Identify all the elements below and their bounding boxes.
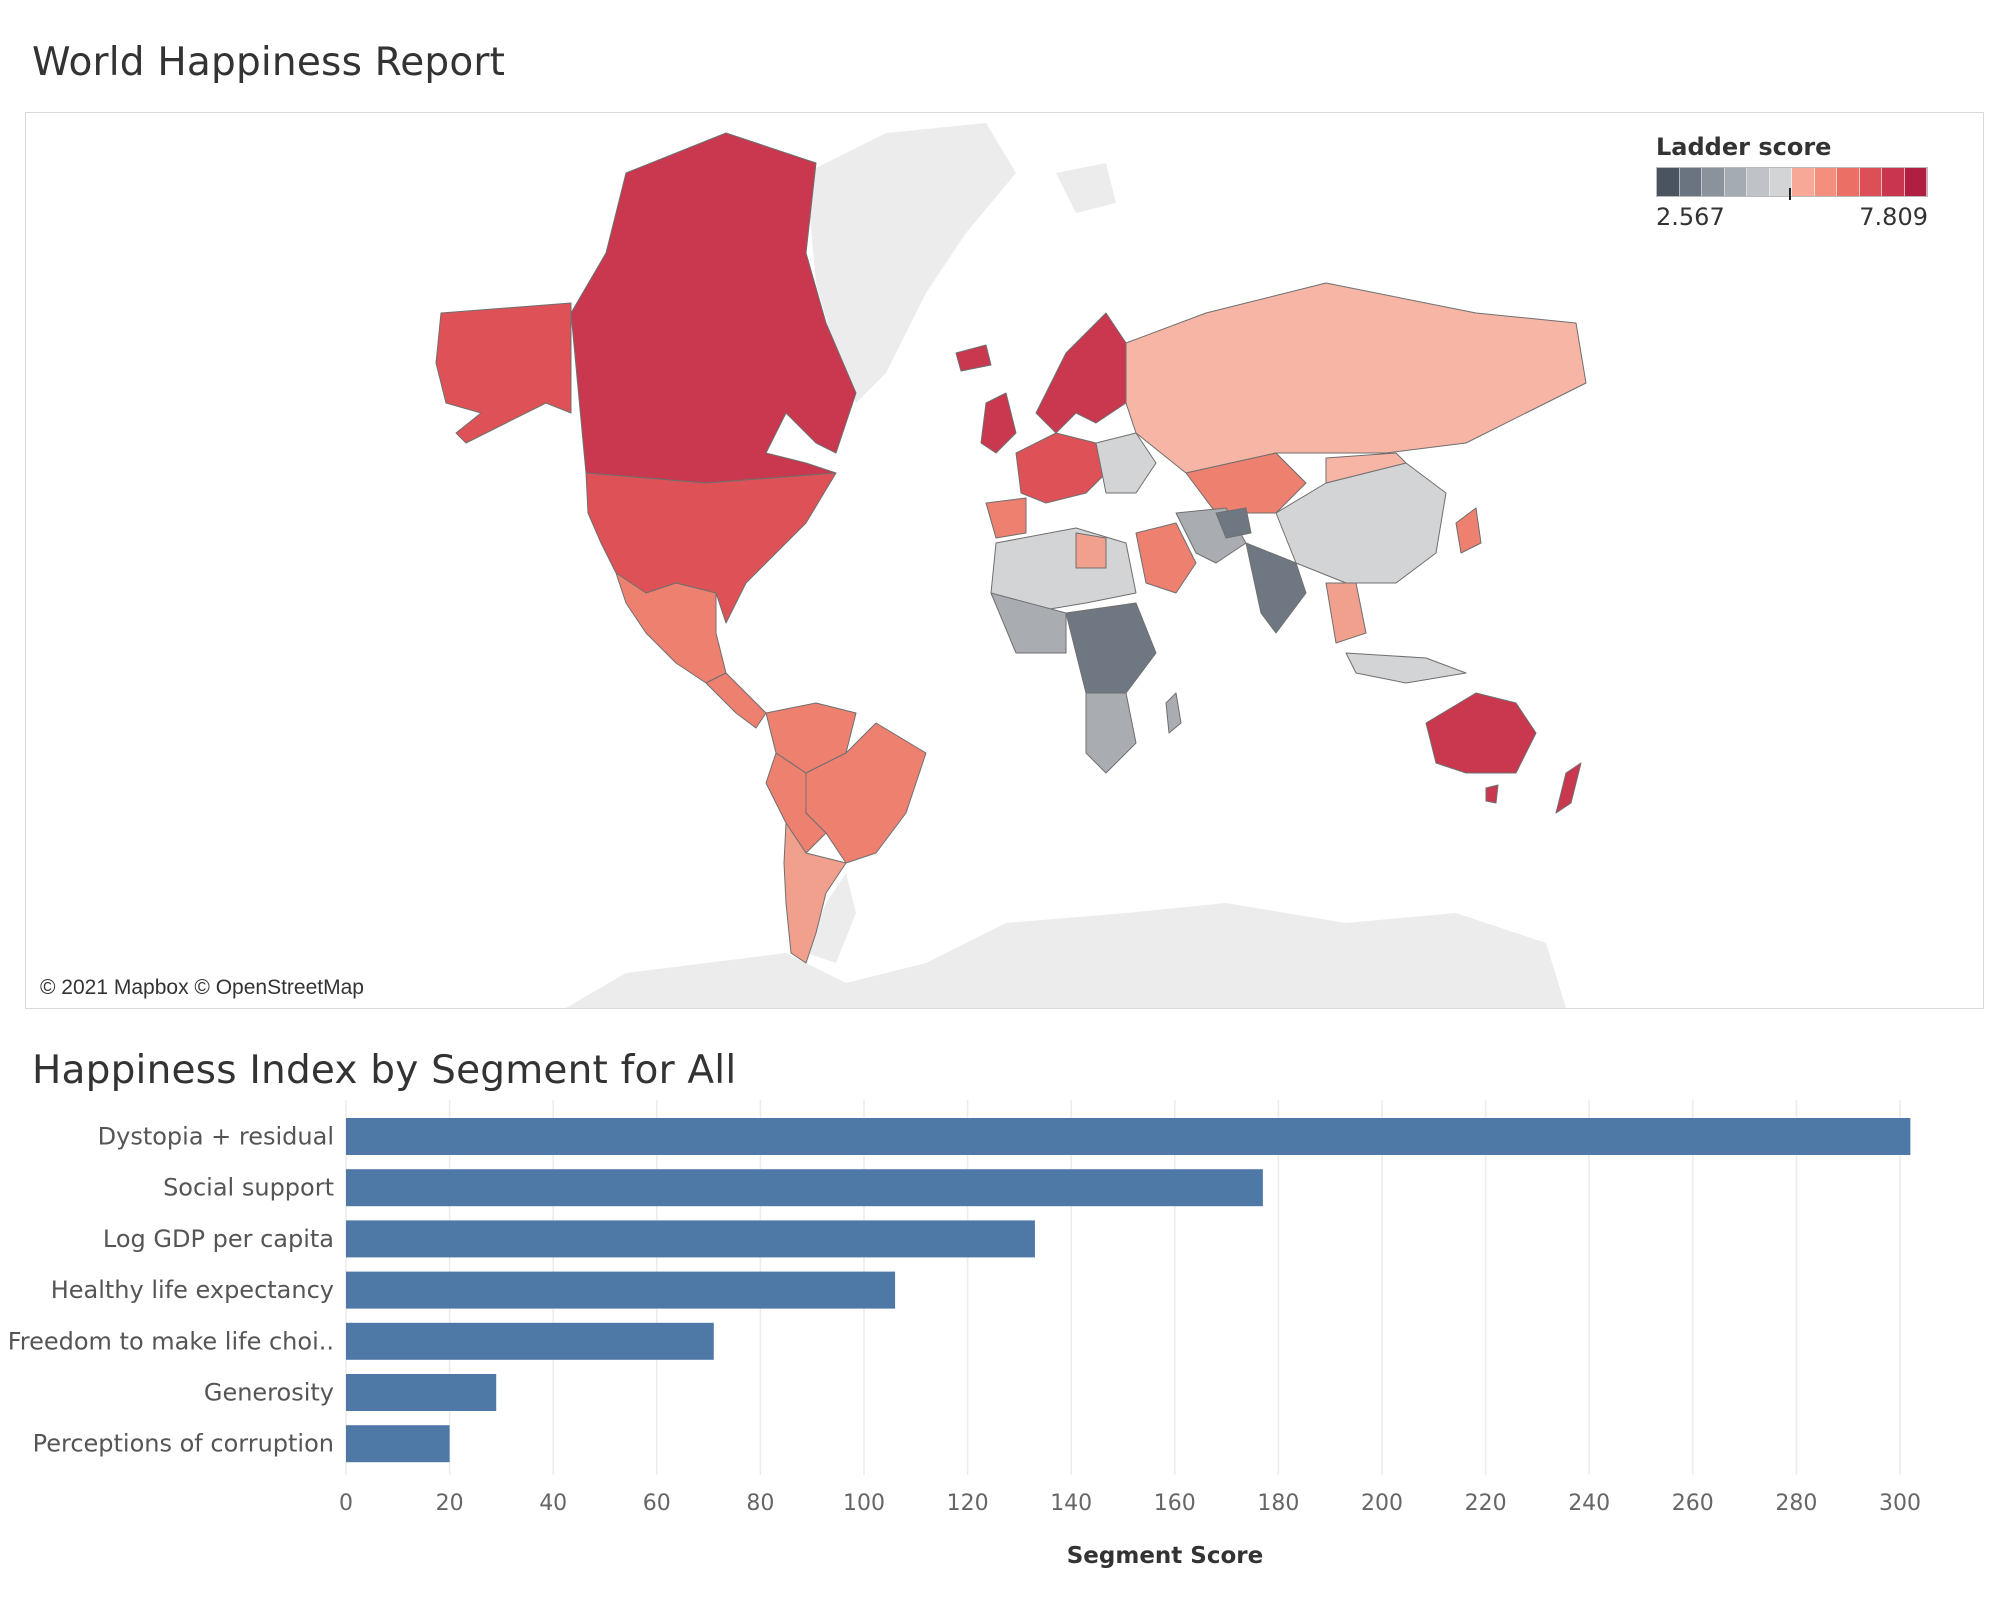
country-india xyxy=(1245,542,1307,634)
country-mongolia xyxy=(1325,452,1407,484)
x-tick-label: 240 xyxy=(1568,1491,1610,1516)
country-kazakhstan xyxy=(1185,452,1307,514)
category-label: Healthy life expectancy xyxy=(51,1276,334,1304)
antarctica-shape xyxy=(566,903,1566,1008)
country-australia xyxy=(1425,692,1537,774)
map-legend: Ladder score 2.567 7.809 xyxy=(1656,133,1956,231)
bar[interactable] xyxy=(346,1118,1911,1155)
legend-step xyxy=(1724,168,1747,196)
country-iceland xyxy=(955,344,992,372)
country-alaska xyxy=(435,302,572,444)
x-tick-label: 60 xyxy=(643,1491,671,1516)
x-tick-label: 40 xyxy=(539,1491,567,1516)
bar[interactable] xyxy=(346,1271,896,1309)
x-tick-label: 220 xyxy=(1465,1491,1507,1516)
bar[interactable] xyxy=(346,1425,450,1463)
antarctic-peninsula-shape xyxy=(806,873,856,963)
x-tick-label: 120 xyxy=(947,1491,989,1516)
country-southern-africa xyxy=(1085,692,1137,774)
world-map[interactable]: Ladder score 2.567 7.809 © 2021 Mapbox ©… xyxy=(25,112,1984,1009)
category-labels: Dystopia + residual Social support Log GDP… xyxy=(8,1123,334,1458)
map-title: World Happiness Report xyxy=(32,40,506,85)
legend-min-label: 2.567 xyxy=(1656,203,1725,231)
country-argentina-chile xyxy=(783,822,847,964)
bar-chart-title: Happiness Index by Segment for All xyxy=(32,1048,737,1093)
category-label: Log GDP per capita xyxy=(103,1225,334,1253)
country-russia xyxy=(1125,282,1587,474)
legend-step xyxy=(1657,168,1680,196)
bar[interactable] xyxy=(346,1374,497,1411)
x-tick-label: 160 xyxy=(1154,1491,1196,1516)
svalbard-shape xyxy=(1056,163,1116,213)
tick-labels: 0 20 40 60 80 100 120 140 160 180 200 220 240 260 280 3… xyxy=(339,1491,1921,1516)
x-tick-label: 200 xyxy=(1361,1491,1403,1516)
legend-color-ramp xyxy=(1656,167,1928,200)
country-usa xyxy=(585,472,837,624)
legend-step xyxy=(1882,168,1905,196)
x-axis-title: Segment Score xyxy=(1067,1543,1264,1569)
country-tasmania xyxy=(1485,784,1499,804)
legend-title: Ladder score xyxy=(1656,133,1832,161)
x-tick-label: 260 xyxy=(1672,1491,1714,1516)
legend-step xyxy=(1679,168,1702,196)
country-madagascar xyxy=(1165,692,1182,734)
country-central-africa xyxy=(1065,602,1157,694)
bar[interactable] xyxy=(346,1169,1263,1207)
bars xyxy=(346,1118,1911,1463)
country-iberia xyxy=(985,497,1027,539)
x-tick-label: 280 xyxy=(1775,1491,1817,1516)
legend-step xyxy=(1859,168,1882,196)
legend-max-label: 7.809 xyxy=(1859,203,1928,231)
choropleth-map[interactable] xyxy=(26,113,1983,1008)
country-afghanistan xyxy=(1215,507,1252,539)
bar[interactable] xyxy=(346,1322,714,1360)
country-nordics xyxy=(1035,312,1127,434)
category-label: Perceptions of corruption xyxy=(33,1430,334,1458)
greenland-shape xyxy=(806,123,1016,403)
legend-step xyxy=(1747,168,1770,196)
country-uk xyxy=(980,392,1017,454)
map-attribution[interactable]: © 2021 Mapbox © OpenStreetMap xyxy=(34,974,370,1002)
x-tick-label: 300 xyxy=(1879,1491,1921,1516)
x-tick-label: 80 xyxy=(746,1491,774,1516)
category-label: Generosity xyxy=(204,1379,334,1407)
country-middle-east xyxy=(1135,522,1197,594)
x-tick-label: 140 xyxy=(1050,1491,1092,1516)
legend-labels: 2.567 7.809 xyxy=(1656,203,1928,231)
legend-marker xyxy=(1789,188,1791,200)
country-west-africa xyxy=(990,592,1067,654)
legend-step xyxy=(1837,168,1860,196)
x-tick-label: 20 xyxy=(436,1491,464,1516)
country-japan xyxy=(1455,507,1482,554)
segment-bar-chart: Dystopia + residual Social support Log GDP… xyxy=(8,1100,1921,1569)
legend-step xyxy=(1814,168,1837,196)
country-western-europe xyxy=(1015,432,1107,504)
country-new-zealand xyxy=(1555,762,1582,814)
country-canada xyxy=(570,132,857,484)
legend-step xyxy=(1904,168,1927,196)
x-tick-label: 180 xyxy=(1257,1491,1299,1516)
category-label: Dystopia + residual xyxy=(98,1123,334,1151)
country-southeast-asia xyxy=(1325,582,1367,644)
legend-step xyxy=(1702,168,1725,196)
bar[interactable] xyxy=(346,1220,1035,1258)
country-peru-bolivia xyxy=(765,752,827,854)
category-label: Social support xyxy=(163,1174,334,1202)
legend-step xyxy=(1792,168,1815,196)
country-eastern-europe xyxy=(1095,432,1157,494)
legend-step xyxy=(1769,168,1792,196)
country-central-america xyxy=(705,672,767,729)
x-tick-label: 0 xyxy=(339,1491,353,1516)
x-tick-label: 100 xyxy=(843,1491,885,1516)
country-indonesia xyxy=(1345,652,1467,684)
country-libya xyxy=(1075,532,1107,569)
category-label: Freedom to make life choi.. xyxy=(8,1327,334,1355)
